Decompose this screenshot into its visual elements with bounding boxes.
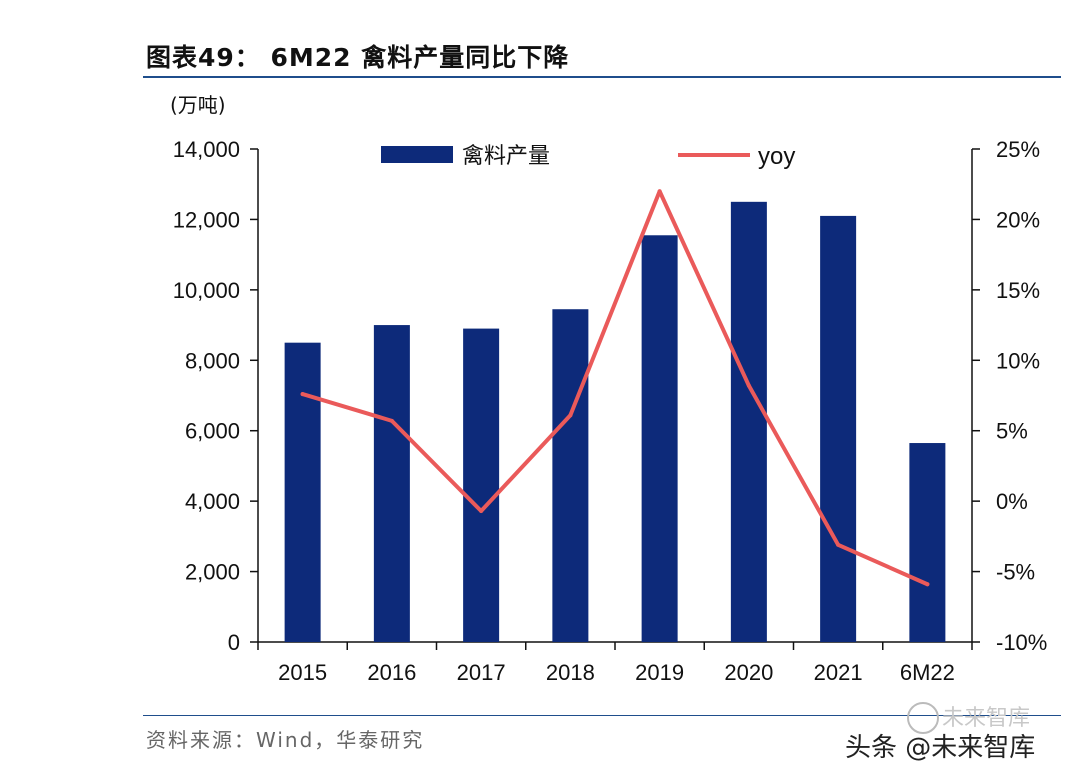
yoy-point-2021 [836, 542, 841, 547]
right-tick-label: 15% [996, 278, 1040, 303]
right-tick-label: 0% [996, 489, 1028, 514]
left-tick-label: 0 [228, 630, 240, 655]
x-tick-label: 2020 [724, 660, 773, 685]
right-tick-label: 5% [996, 419, 1028, 444]
x-tick-label: 2016 [367, 660, 416, 685]
watermark-faint: 未来智库 [942, 706, 1031, 731]
footer-rule [143, 715, 1061, 716]
yoy-line [300, 189, 930, 587]
bar-2020 [730, 201, 767, 643]
left-tick-label: 8,000 [185, 348, 240, 373]
right-tick-label: 20% [996, 207, 1040, 232]
x-tick-label: 2018 [546, 660, 595, 685]
left-axis-unit: (万吨) [170, 93, 226, 117]
right-tick-label: 25% [996, 137, 1040, 162]
source-note: 资料来源：Wind，华泰研究 [146, 728, 425, 752]
bar-2019 [641, 235, 678, 642]
legend-line-label: yoy [758, 143, 795, 170]
watermark-logo-icon [907, 702, 939, 734]
yoy-point-2016 [389, 418, 394, 423]
x-tick-label: 2015 [278, 660, 327, 685]
right-tick-label: -5% [996, 560, 1035, 585]
yoy-point-2017 [479, 509, 484, 514]
left-tick-label: 6,000 [185, 419, 240, 444]
x-tick-label: 2017 [457, 660, 506, 685]
left-tick-label: 12,000 [173, 207, 240, 232]
legend-bar-label: 禽料产量 [462, 144, 550, 169]
right-tick-label: 10% [996, 348, 1040, 373]
x-tick-label: 6M22 [900, 660, 955, 685]
chart-title: 图表49： 6M22 禽料产量同比下降 [146, 43, 570, 72]
bar-2016 [373, 325, 410, 642]
title-rule [143, 76, 1061, 78]
yoy-point-2015 [300, 392, 305, 397]
watermark: 头条 @未来智库 [845, 733, 1036, 763]
yoy-point-2018 [568, 413, 573, 418]
left-tick-label: 4,000 [185, 489, 240, 514]
bar-2017 [463, 328, 500, 642]
x-tick-label: 2019 [635, 660, 684, 685]
yoy-point-6M22 [925, 582, 930, 587]
yoy-point-2019 [657, 189, 662, 194]
legend-bar-swatch [381, 146, 453, 163]
left-tick-label: 10,000 [173, 278, 240, 303]
left-tick-label: 2,000 [185, 560, 240, 585]
bar-6M22 [909, 443, 946, 642]
left-tick-label: 14,000 [173, 137, 240, 162]
bar-2015 [284, 342, 321, 642]
x-tick-label: 2021 [814, 660, 863, 685]
bar-2021 [820, 215, 857, 642]
yoy-point-2020 [746, 383, 751, 388]
bar-2018 [552, 309, 589, 642]
right-tick-label: -10% [996, 630, 1047, 655]
